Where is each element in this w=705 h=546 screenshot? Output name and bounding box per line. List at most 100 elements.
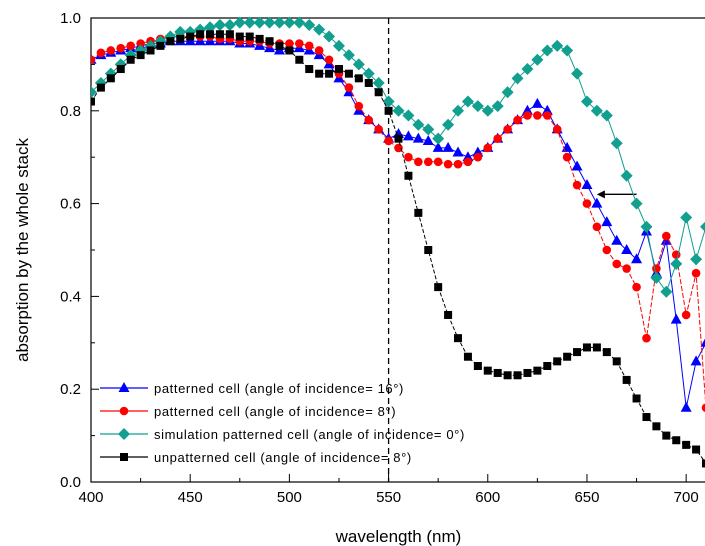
data-point-circle bbox=[562, 152, 572, 162]
data-point-square bbox=[652, 422, 661, 431]
data-point-square bbox=[602, 348, 611, 357]
data-point-circle bbox=[612, 259, 622, 269]
data-point-square bbox=[573, 348, 582, 357]
data-point-square bbox=[106, 74, 115, 83]
data-point-diamond bbox=[580, 95, 593, 108]
data-point-square bbox=[215, 30, 224, 39]
data-point-triangle bbox=[531, 97, 543, 108]
series-4 bbox=[91, 30, 705, 468]
data-point-diamond bbox=[362, 67, 375, 80]
data-point-triangle bbox=[422, 134, 434, 145]
data-point-square bbox=[563, 352, 572, 361]
data-point-diamond bbox=[91, 86, 97, 99]
data-point-triangle bbox=[680, 401, 692, 412]
data-point-diamond bbox=[471, 100, 484, 113]
data-point-diamond bbox=[630, 197, 643, 210]
data-point-square bbox=[206, 30, 215, 39]
data-point-circle bbox=[96, 48, 106, 58]
legend-label: unpatterned cell (angle of incidence= 8°… bbox=[154, 450, 412, 465]
data-point-square bbox=[374, 88, 383, 97]
data-point-triangle bbox=[432, 141, 444, 152]
y-axis-title: absorption by the whole stack bbox=[13, 138, 32, 362]
data-point-circle bbox=[622, 264, 631, 273]
y-tick-label: 1.0 bbox=[60, 10, 81, 27]
data-point-diamond bbox=[223, 18, 236, 31]
y-tick-label: 0.8 bbox=[60, 103, 81, 120]
data-point-square bbox=[295, 55, 304, 64]
data-point-circle bbox=[552, 125, 562, 134]
data-point-triangle bbox=[118, 382, 130, 392]
data-point-triangle bbox=[631, 253, 643, 264]
data-point-triangle bbox=[402, 130, 414, 141]
data-point-diamond bbox=[303, 18, 316, 31]
x-axis-title: wavelength (nm) bbox=[335, 527, 462, 546]
data-point-square bbox=[354, 74, 363, 83]
data-point-square bbox=[513, 371, 522, 380]
data-point-square bbox=[533, 366, 542, 375]
data-point-square bbox=[473, 362, 482, 370]
data-point-circle bbox=[314, 46, 324, 55]
arrow-head bbox=[596, 190, 605, 199]
x-tick-label: 400 bbox=[78, 489, 103, 506]
data-point-circle bbox=[642, 333, 651, 343]
data-point-triangle bbox=[601, 216, 613, 227]
data-point-circle bbox=[453, 159, 463, 169]
data-point-diamond bbox=[481, 104, 494, 117]
data-point-circle bbox=[523, 111, 532, 120]
data-point-square bbox=[126, 55, 135, 64]
data-point-square bbox=[523, 368, 532, 377]
data-point-square bbox=[642, 413, 651, 422]
data-point-circle bbox=[354, 101, 364, 111]
data-point-square bbox=[692, 445, 701, 454]
x-tick-label: 600 bbox=[475, 489, 500, 506]
legend: patterned cell (angle of incidence= 16°)… bbox=[100, 381, 465, 465]
data-point-square bbox=[444, 310, 453, 319]
data-point-square bbox=[682, 440, 691, 449]
legend-label: simulation patterned cell (angle of inci… bbox=[154, 427, 465, 442]
data-point-diamond bbox=[561, 44, 574, 57]
data-point-diamond bbox=[600, 109, 613, 122]
data-point-diamond bbox=[332, 39, 345, 52]
data-point-triangle bbox=[442, 141, 454, 152]
data-point-circle bbox=[374, 125, 383, 134]
y-tick-label: 0.6 bbox=[60, 196, 81, 213]
data-point-diamond bbox=[650, 271, 663, 284]
data-point-circle bbox=[443, 159, 453, 169]
data-point-diamond bbox=[660, 285, 673, 298]
data-point-square bbox=[384, 106, 393, 115]
data-point-circle bbox=[632, 282, 641, 292]
data-point-square bbox=[414, 208, 423, 217]
data-point-diamond bbox=[392, 104, 405, 117]
data-point-circle bbox=[701, 403, 705, 412]
y-tick-label: 0.0 bbox=[60, 474, 81, 491]
data-point-square bbox=[265, 37, 274, 46]
data-point-circle bbox=[295, 39, 304, 48]
data-point-square bbox=[225, 30, 234, 39]
data-point-diamond bbox=[690, 253, 703, 266]
y-tick-label: 0.2 bbox=[60, 381, 81, 398]
data-point-circle bbox=[344, 83, 354, 92]
data-point-circle bbox=[473, 152, 483, 162]
data-point-diamond bbox=[551, 39, 564, 52]
data-point-circle bbox=[404, 152, 413, 162]
x-tick-label: 500 bbox=[277, 489, 302, 506]
data-point-square bbox=[672, 436, 681, 445]
data-point-square bbox=[543, 362, 552, 370]
data-point-square bbox=[364, 78, 373, 87]
data-point-circle bbox=[572, 180, 582, 190]
data-point-circle bbox=[483, 143, 493, 153]
data-point-diamond bbox=[501, 86, 514, 99]
data-point-circle bbox=[106, 46, 116, 55]
data-point-triangle bbox=[591, 197, 603, 208]
data-point-square bbox=[344, 69, 353, 78]
data-point-diamond bbox=[233, 16, 246, 29]
data-point-diamond bbox=[620, 169, 633, 182]
data-point-diamond bbox=[442, 118, 455, 131]
data-point-circle bbox=[652, 264, 661, 273]
data-point-diamond bbox=[273, 16, 286, 29]
data-point-circle bbox=[463, 157, 473, 167]
data-point-circle bbox=[433, 157, 443, 167]
data-point-square bbox=[285, 46, 294, 55]
data-point-circle bbox=[423, 157, 433, 167]
x-tick-label: 650 bbox=[574, 489, 599, 506]
